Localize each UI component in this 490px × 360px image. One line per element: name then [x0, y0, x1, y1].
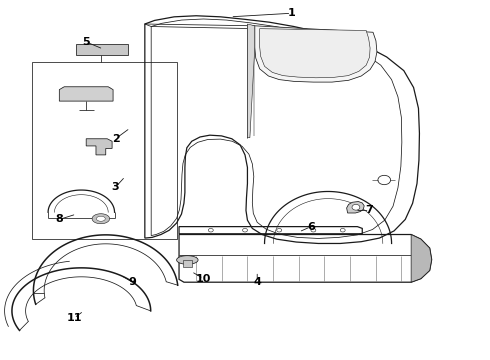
Polygon shape [92, 214, 110, 224]
Bar [32, 62, 176, 239]
Text: 5: 5 [82, 37, 90, 47]
Polygon shape [411, 234, 432, 282]
Polygon shape [255, 26, 377, 82]
Text: 4: 4 [253, 277, 261, 287]
Polygon shape [247, 24, 255, 138]
Text: 8: 8 [55, 215, 63, 224]
Text: 11: 11 [66, 313, 82, 323]
Polygon shape [76, 44, 128, 55]
Text: 7: 7 [366, 206, 373, 216]
Text: 9: 9 [129, 277, 137, 287]
Polygon shape [176, 256, 198, 264]
Polygon shape [97, 216, 105, 221]
Polygon shape [346, 202, 364, 213]
Circle shape [352, 204, 360, 210]
Polygon shape [183, 260, 192, 267]
Text: 6: 6 [307, 222, 315, 231]
Text: 10: 10 [196, 274, 211, 284]
Polygon shape [59, 87, 113, 101]
Text: 2: 2 [112, 134, 120, 144]
Polygon shape [260, 29, 370, 78]
Text: 1: 1 [288, 8, 295, 18]
Text: 3: 3 [112, 182, 120, 192]
Polygon shape [86, 139, 112, 155]
